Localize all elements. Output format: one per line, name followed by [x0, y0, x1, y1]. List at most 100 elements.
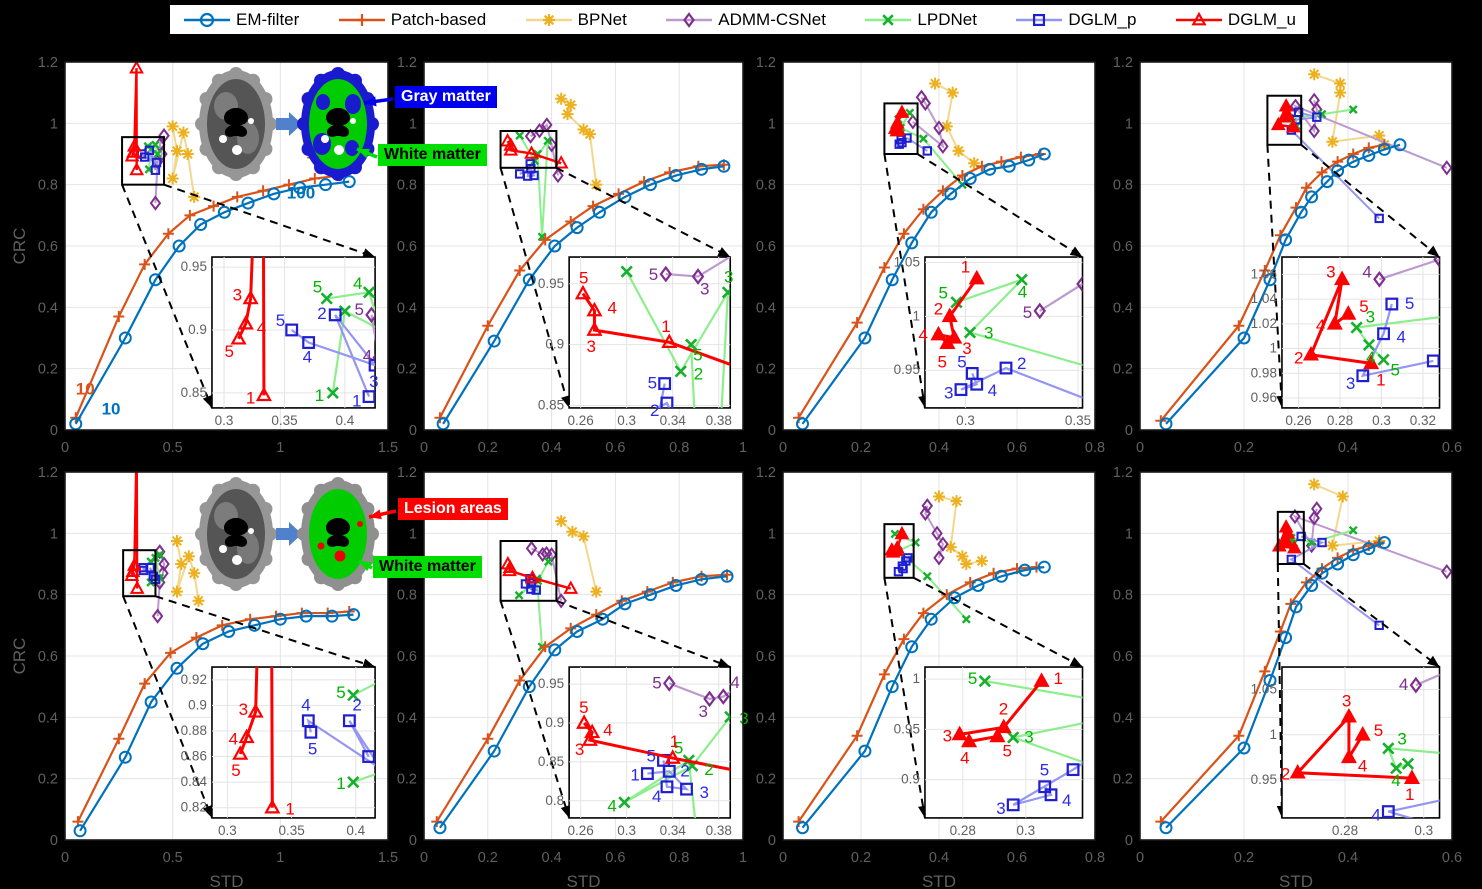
svg-text:0.2: 0.2 — [1234, 850, 1254, 866]
series-dglm_u — [124, 472, 145, 594]
svg-text:0.82: 0.82 — [181, 800, 207, 815]
svg-text:1: 1 — [739, 440, 747, 456]
inset-point-number: 4 — [301, 696, 310, 715]
series-dglm_u — [124, 62, 145, 176]
inset-point-number: 3 — [699, 702, 708, 721]
legend-label: DGLM_u — [1227, 9, 1296, 29]
inset-point-number: 1 — [315, 386, 324, 405]
inset-point-number: 5 — [1405, 294, 1414, 313]
legend-label: BPNet — [577, 9, 627, 29]
inset-point-number: 1 — [285, 800, 294, 819]
inset-axes: 0.26 0.28 0.3 0.320.960.9811.021.041.063454… — [1251, 256, 1441, 428]
svg-text:0.9: 0.9 — [545, 715, 564, 730]
inset-series-lpdnet — [1350, 316, 1440, 366]
white-matter-label-bottom: White matter — [373, 556, 482, 578]
series-dglm_u — [1271, 519, 1302, 554]
inset-point-number: 4 — [303, 348, 312, 367]
svg-text:0.8: 0.8 — [756, 588, 776, 604]
inset-point-number: 4 — [353, 274, 362, 293]
svg-text:0.8: 0.8 — [1085, 850, 1105, 866]
zoom-connector — [499, 166, 731, 409]
svg-text:0: 0 — [779, 440, 787, 456]
svg-text:0.8: 0.8 — [397, 178, 417, 194]
svg-text:0.8: 0.8 — [756, 178, 776, 194]
series-layer — [1155, 68, 1452, 430]
svg-text:0.3: 0.3 — [1372, 413, 1391, 428]
inset-point-number: 5 — [968, 669, 977, 688]
inset-point-number: 3 — [1342, 692, 1351, 711]
inset-point-number: 3 — [1326, 262, 1335, 281]
svg-text:0.2: 0.2 — [851, 440, 871, 456]
inset-point-number: 5 — [313, 278, 322, 297]
svg-text:0.8: 0.8 — [669, 850, 689, 866]
inset-point-number: 4 — [988, 381, 997, 400]
inset-point-number: 2 — [694, 364, 703, 383]
svg-text:0.6: 0.6 — [1442, 850, 1462, 866]
inset-point-number: 2 — [352, 696, 361, 715]
series-layer — [72, 472, 361, 838]
svg-text:0.6: 0.6 — [605, 440, 625, 456]
svg-text:0.2: 0.2 — [1113, 772, 1133, 788]
inset-point-number: 5 — [647, 746, 656, 765]
svg-text:0: 0 — [420, 440, 428, 456]
svg-text:0.6: 0.6 — [38, 239, 58, 255]
inset-point-number: 3 — [944, 384, 953, 403]
svg-text:0.2: 0.2 — [38, 362, 58, 378]
series-bpnet — [170, 535, 205, 607]
inset-series-dglm_p — [301, 714, 376, 767]
inset-point-number: 4 — [960, 748, 969, 767]
lesion-areas-label: Lesion areas — [398, 498, 508, 520]
series-bpnet — [555, 92, 603, 191]
svg-text:0.5: 0.5 — [163, 850, 183, 866]
series-dglm_u — [500, 555, 579, 594]
svg-text:0.4: 0.4 — [346, 823, 365, 838]
svg-text:0.8: 0.8 — [1113, 178, 1133, 194]
svg-text:1: 1 — [768, 526, 776, 542]
series-admm_csnet — [1289, 501, 1452, 580]
iteration-count-label: 10 — [76, 380, 95, 399]
inset-series-dglm_u — [574, 284, 731, 367]
svg-text:0.8: 0.8 — [1113, 588, 1133, 604]
series-dglm_u — [884, 525, 910, 558]
series-dglm_p — [894, 133, 932, 156]
legend-label: LPDNet — [917, 9, 977, 29]
inset-point-number: 3 — [369, 372, 378, 391]
series-dglm_p — [893, 553, 913, 577]
brain-ventricles — [326, 518, 350, 547]
legend-item-dglm_u: DGLM_u — [1174, 9, 1296, 31]
inset-point-number: 1 — [670, 732, 679, 751]
svg-text:0.32: 0.32 — [1410, 413, 1436, 428]
inset-point-number: 3 — [1397, 729, 1406, 748]
inset-point-number: 3 — [996, 799, 1005, 818]
inset-point-number: 4 — [1316, 316, 1325, 335]
inset-point-number: 5 — [225, 342, 234, 361]
svg-text:0.92: 0.92 — [181, 672, 207, 687]
inset-series-dglm_u — [230, 257, 272, 402]
svg-text:0.26: 0.26 — [568, 823, 594, 838]
inset-point-number: 5 — [648, 374, 657, 393]
svg-text:0.3: 0.3 — [1016, 823, 1035, 838]
inset-point-number: 5 — [957, 352, 966, 371]
inset-series-dglm_u — [576, 714, 731, 771]
svg-text:1: 1 — [276, 440, 284, 456]
zoom-connector — [122, 595, 376, 819]
brain-image-segmented — [297, 67, 379, 181]
svg-text:0.2: 0.2 — [38, 772, 58, 788]
svg-text:0.95: 0.95 — [538, 676, 564, 691]
svg-text:0.2: 0.2 — [397, 362, 417, 378]
inset-point-number: 4 — [363, 347, 372, 366]
svg-text:1: 1 — [739, 850, 747, 866]
legend-marker-triangle-icon — [1175, 11, 1222, 25]
svg-text:0.4: 0.4 — [335, 413, 354, 428]
svg-text:0.2: 0.2 — [478, 440, 498, 456]
inset-point-number: 3 — [943, 726, 952, 745]
svg-text:0.95: 0.95 — [181, 259, 207, 274]
svg-text:1: 1 — [409, 526, 417, 542]
